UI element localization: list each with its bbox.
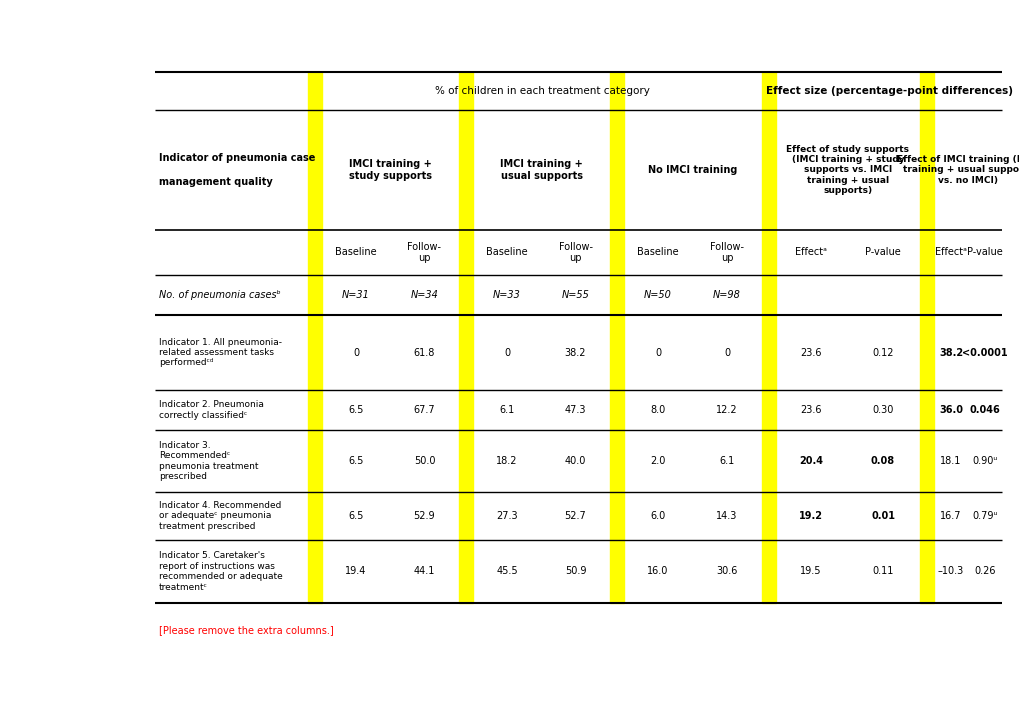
Text: Baseline: Baseline xyxy=(335,248,376,258)
Text: Effect size (percentage-point differences): Effect size (percentage-point difference… xyxy=(764,86,1012,96)
Text: 0.08: 0.08 xyxy=(870,456,895,466)
Text: No IMCI training: No IMCI training xyxy=(648,165,737,175)
Text: 18.1: 18.1 xyxy=(940,456,961,466)
Text: IMCI training +
usual supports: IMCI training + usual supports xyxy=(499,159,582,181)
Text: 0.79ᵘ: 0.79ᵘ xyxy=(971,511,997,521)
Text: 0: 0 xyxy=(654,348,660,358)
Text: N=50: N=50 xyxy=(643,290,672,300)
Text: 0: 0 xyxy=(353,348,359,358)
Text: P-value: P-value xyxy=(966,248,1002,258)
Text: 30.6: 30.6 xyxy=(715,567,737,577)
Text: 23.6: 23.6 xyxy=(800,348,821,358)
Text: [Please remove the extra columns.]: [Please remove the extra columns.] xyxy=(159,625,333,635)
Text: 40.0: 40.0 xyxy=(565,456,586,466)
Text: 6.1: 6.1 xyxy=(718,456,734,466)
Text: 52.7: 52.7 xyxy=(565,511,586,521)
Text: N=55: N=55 xyxy=(561,290,589,300)
Text: 6.1: 6.1 xyxy=(499,405,515,415)
Text: Effectᵃ: Effectᵃ xyxy=(934,248,966,258)
Text: 12.2: 12.2 xyxy=(715,405,737,415)
Text: 16.0: 16.0 xyxy=(647,567,668,577)
Text: 8.0: 8.0 xyxy=(650,405,665,415)
Text: 19.5: 19.5 xyxy=(800,567,821,577)
Text: Effect of study supports
(IMCI training + study
supports vs. IMCI
training + usu: Effect of study supports (IMCI training … xyxy=(786,145,909,195)
Text: N=31: N=31 xyxy=(341,290,370,300)
Text: Indicator 2. Pneumonia
correctly classifiedᶜ: Indicator 2. Pneumonia correctly classif… xyxy=(159,400,264,420)
Text: 44.1: 44.1 xyxy=(414,567,435,577)
Text: No. of pneumonia casesᵇ: No. of pneumonia casesᵇ xyxy=(159,290,280,300)
Text: Indicator 1. All pneumonia-
related assessment tasks
performedᶜᵈ: Indicator 1. All pneumonia- related asse… xyxy=(159,338,281,367)
Text: 0.11: 0.11 xyxy=(871,567,893,577)
Text: P-value: P-value xyxy=(864,248,900,258)
Text: 47.3: 47.3 xyxy=(565,405,586,415)
Text: 19.2: 19.2 xyxy=(798,511,822,521)
Text: 6.5: 6.5 xyxy=(347,456,364,466)
Text: % of children in each treatment category: % of children in each treatment category xyxy=(434,86,649,96)
Text: Effect of IMCI training (IMCI
training + usual supports
vs. no IMCI): Effect of IMCI training (IMCI training +… xyxy=(896,155,1019,185)
Text: 19.4: 19.4 xyxy=(345,567,366,577)
Text: 61.8: 61.8 xyxy=(414,348,435,358)
Text: 0.01: 0.01 xyxy=(870,511,894,521)
Text: 2.0: 2.0 xyxy=(650,456,665,466)
Text: IMCI training +
study supports: IMCI training + study supports xyxy=(348,159,432,181)
Text: <0.0001: <0.0001 xyxy=(961,348,1007,358)
Text: 20.4: 20.4 xyxy=(798,456,822,466)
Text: 0: 0 xyxy=(503,348,510,358)
Text: 27.3: 27.3 xyxy=(495,511,518,521)
Text: 23.6: 23.6 xyxy=(800,405,821,415)
Text: 45.5: 45.5 xyxy=(495,567,518,577)
Text: Baseline: Baseline xyxy=(637,248,679,258)
Text: 38.2: 38.2 xyxy=(565,348,586,358)
Text: 50.0: 50.0 xyxy=(414,456,435,466)
Text: 0.90ᵘ: 0.90ᵘ xyxy=(971,456,997,466)
Text: 6.0: 6.0 xyxy=(650,511,665,521)
Text: 0: 0 xyxy=(723,348,730,358)
Text: Follow-
up: Follow- up xyxy=(408,242,441,264)
Text: Indicator 5. Caretaker's
report of instructions was
recommended or adequate
trea: Indicator 5. Caretaker's report of instr… xyxy=(159,552,282,592)
Text: 6.5: 6.5 xyxy=(347,511,364,521)
Text: N=33: N=33 xyxy=(492,290,521,300)
Text: Baseline: Baseline xyxy=(486,248,527,258)
Bar xyxy=(609,72,624,603)
Text: 6.5: 6.5 xyxy=(347,405,364,415)
Bar xyxy=(919,72,933,603)
Text: Follow-
up: Follow- up xyxy=(558,242,592,264)
Text: 50.9: 50.9 xyxy=(565,567,586,577)
Text: 0.26: 0.26 xyxy=(973,567,995,577)
Text: –10.3: –10.3 xyxy=(936,567,963,577)
Text: 18.2: 18.2 xyxy=(496,456,518,466)
Text: Indicator of pneumonia case
 
management quality: Indicator of pneumonia case management q… xyxy=(159,153,315,186)
Text: 0.046: 0.046 xyxy=(969,405,1000,415)
Text: 14.3: 14.3 xyxy=(715,511,737,521)
Bar xyxy=(459,72,473,603)
Text: 36.0: 36.0 xyxy=(938,405,962,415)
Text: 67.7: 67.7 xyxy=(414,405,435,415)
Bar xyxy=(761,72,775,603)
Text: N=34: N=34 xyxy=(411,290,438,300)
Text: Indicator 4. Recommended
or adequateᶜ pneumonia
treatment prescribed: Indicator 4. Recommended or adequateᶜ pn… xyxy=(159,501,281,531)
Text: Follow-
up: Follow- up xyxy=(709,242,743,264)
Text: Effectᵃ: Effectᵃ xyxy=(794,248,826,258)
Text: 38.2: 38.2 xyxy=(938,348,962,358)
Bar xyxy=(308,72,322,603)
Text: Indicator 3.
Recommendedᶜ
pneumonia treatment
prescribed: Indicator 3. Recommendedᶜ pneumonia trea… xyxy=(159,441,258,481)
Text: 0.30: 0.30 xyxy=(871,405,893,415)
Text: N=98: N=98 xyxy=(712,290,740,300)
Text: 0.12: 0.12 xyxy=(871,348,893,358)
Text: 16.7: 16.7 xyxy=(940,511,961,521)
Text: 52.9: 52.9 xyxy=(414,511,435,521)
